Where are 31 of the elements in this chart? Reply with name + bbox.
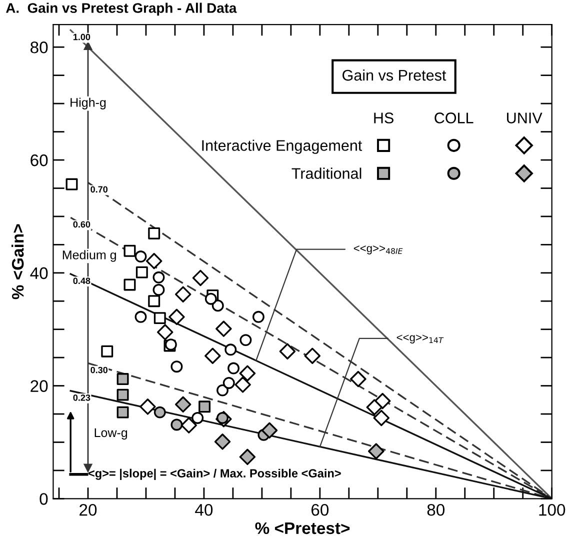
legend-label: Traditional [292,168,362,179]
annotation: Low-g [94,428,128,440]
x-tick-label: 40 [195,504,213,516]
x-tick-label: 20 [80,504,97,516]
series-label: 0.70 [90,186,108,193]
x-axis-title: % <Pretest> [255,522,350,534]
y-tick-label: 80 [30,42,48,54]
annotation: UNIV [507,112,542,124]
annotation: Medium g [62,250,116,262]
annotation: <g>= |slope| = <Gain> / Max. Possible <Gain> [88,468,341,480]
series-label: 0.30 [90,366,108,374]
y-tick-label: 20 [30,380,48,392]
y-tick-label: 0 [40,493,48,505]
y-tick-label: 60 [30,154,48,166]
series-label: 0.23 [73,394,90,401]
x-tick-label: 80 [427,504,445,516]
y-tick-label: 40 [30,267,48,280]
annotation: <<g>>$_{48IE}$ [354,246,403,254]
y-axis-title: % <Gain> [11,224,24,300]
legend-title: Gain vs Pretest [342,69,446,81]
series-label: 0.60 [73,221,90,228]
series-label: 0.48 [73,278,90,284]
annotation: COLL [434,112,474,124]
annotation: HS [374,112,394,124]
legend-label: Interactive Engagement [202,140,362,154]
annotation: High-g [70,98,106,110]
x-tick-label: 100 [539,504,566,516]
annotation: <<g>>$_{14T}$ [396,334,444,344]
chart-title: A. Gain vs Pretest Graph - All Data [6,2,237,16]
series-label: 1.00 [73,34,90,40]
x-tick-label: 60 [312,504,329,516]
